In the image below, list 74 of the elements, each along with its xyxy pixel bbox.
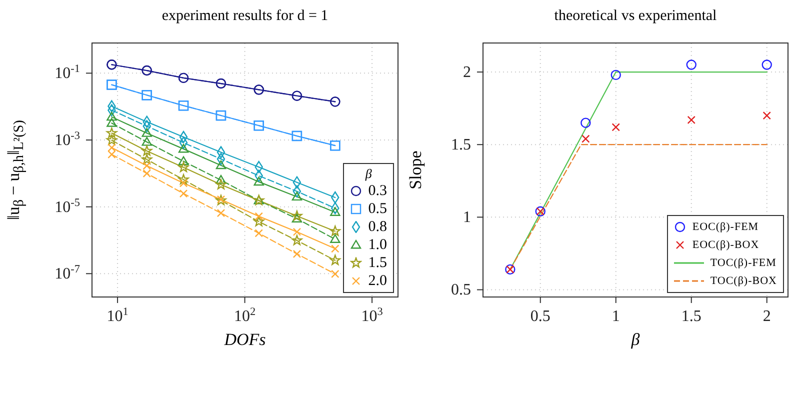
point [330,226,340,236]
point [142,162,151,170]
legend-label: 1.0 [368,236,387,254]
point [216,146,226,158]
x-tick-label: 10$^{3}$ [361,306,384,325]
legend-label: 2.0 [368,272,387,290]
legend-label: TOC(β)-BOX [710,274,777,289]
point [142,136,152,146]
y-tick-label: 10$^{-1}$ [54,63,80,82]
x-tick-label: 10$^{2}$ [234,306,256,325]
point [179,136,188,149]
point [142,169,151,178]
y-tick-label: 1.5 [451,136,471,154]
point [292,228,302,236]
point [762,111,771,120]
x-tick-label: 2 [762,308,771,325]
x-tick-label: 1 [612,308,620,325]
x-axis-title: β [630,330,641,350]
chart-title: theoretical vs experimental [553,8,718,25]
point [254,212,263,220]
point [330,207,340,216]
x-axis-title: DOFs [223,330,267,350]
point [216,179,226,190]
x-tick-label: 1.5 [681,308,702,325]
point [254,229,263,238]
point [142,154,152,164]
y-tick-label: 2 [463,64,471,82]
point [254,176,264,186]
point [292,185,302,198]
point [216,175,226,184]
point [292,214,302,222]
point [582,134,590,143]
point [612,123,620,132]
y-tick-label: 10$^{-7}$ [54,264,80,283]
point [292,250,302,258]
point [178,144,189,153]
point [292,192,302,201]
point [142,145,152,156]
legend-label: 0.5 [368,200,387,218]
y-axis-title: Slope [406,150,426,190]
legend-title: β [364,166,373,182]
chart-title: experiment results for d = 1 [160,8,330,25]
point [292,234,302,246]
point [292,176,302,188]
point [687,116,696,124]
legend-label: 1.5 [368,254,387,272]
y-tick-label: 0.5 [451,282,471,299]
point [580,118,591,128]
point [292,210,302,221]
point [762,60,772,70]
point [179,189,188,198]
legend-label: EOC(β)-BOX [692,238,760,253]
point [330,234,340,243]
x-tick-label: 10$^{1}$ [106,306,128,325]
legend-label: TOC(β)-FEM [710,256,776,271]
point [610,70,621,80]
point [216,160,226,170]
y-tick-label: 10$^{-3}$ [54,130,80,149]
legend-label: EOC(β)-FEM [692,220,759,235]
x-tick-label: 0.5 [530,308,550,325]
y-tick-label: 10$^{-5}$ [54,196,80,216]
point [331,270,340,278]
legend-label: 0.3 [368,182,387,200]
point [686,60,696,70]
point [216,208,226,218]
legend-label: 0.8 [368,218,387,236]
point [178,174,189,184]
point [142,128,152,137]
point [331,244,340,253]
point [330,254,340,265]
y-tick-label: 1 [463,209,471,226]
point [178,162,189,172]
point [253,216,264,226]
point [178,156,189,166]
